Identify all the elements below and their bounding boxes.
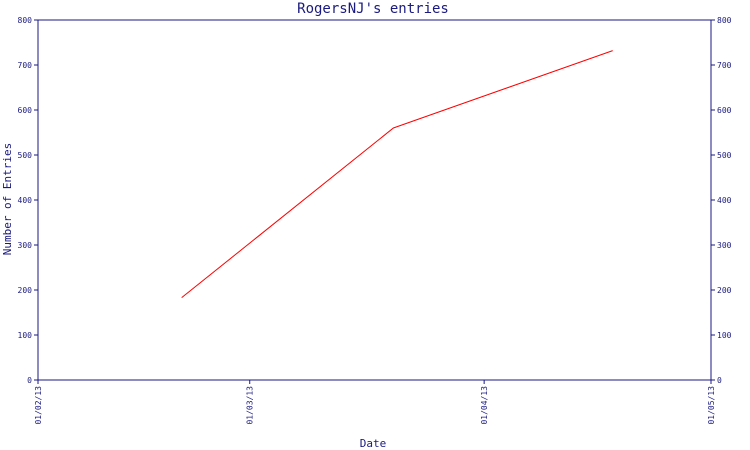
- y-tick-label-left: 500: [18, 151, 33, 160]
- y-tick-label-left: 200: [18, 286, 33, 295]
- left-y-axis: 0 100 200 300 400 500 600 700 800: [18, 16, 38, 385]
- y-tick-label-right: 400: [717, 196, 732, 205]
- y-tick-label-right: 100: [717, 331, 732, 340]
- right-y-axis: 0 100 200 300 400 500 600 700 800: [711, 16, 732, 385]
- chart-title: RogersNJ's entries: [297, 1, 449, 17]
- x-tick-label: 01/04/13: [480, 386, 489, 425]
- y-tick-label-left: 600: [18, 106, 33, 115]
- y-tick-label-left: 100: [18, 331, 33, 340]
- x-axis: 01/02/13 01/03/13 01/04/13 01/05/13: [34, 380, 716, 425]
- y-tick-label-left: 300: [18, 241, 33, 250]
- y-tick-label-right: 300: [717, 241, 732, 250]
- x-axis-label: Date: [360, 437, 387, 450]
- y-tick-label-left: 700: [18, 61, 33, 70]
- y-tick-label-right: 800: [717, 16, 732, 25]
- x-tick-label: 01/05/13: [707, 386, 716, 425]
- y-tick-label-right: 700: [717, 61, 732, 70]
- y-tick-label-left: 400: [18, 196, 33, 205]
- plot-frame: [37, 19, 712, 381]
- y-tick-label-right: 0: [717, 376, 722, 385]
- y-tick-label-left: 0: [27, 376, 32, 385]
- series-line: [181, 50, 613, 299]
- y-tick-label-right: 200: [717, 286, 732, 295]
- y-axis-label: Number of Entries: [1, 143, 14, 256]
- y-tick-label-right: 600: [717, 106, 732, 115]
- series-layer: [181, 50, 613, 299]
- x-tick-label: 01/02/13: [34, 386, 43, 425]
- y-tick-label-left: 800: [18, 16, 33, 25]
- x-tick-label: 01/03/13: [246, 386, 255, 425]
- y-tick-label-right: 500: [717, 151, 732, 160]
